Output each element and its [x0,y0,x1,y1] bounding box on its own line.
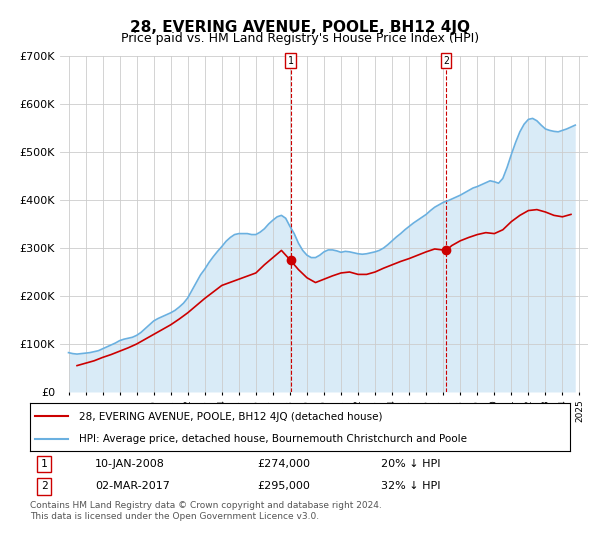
Text: 20% ↓ HPI: 20% ↓ HPI [381,459,440,469]
Text: 1: 1 [287,56,293,66]
Text: 2: 2 [41,482,47,491]
Text: 2: 2 [443,56,449,66]
Text: £274,000: £274,000 [257,459,310,469]
Text: 28, EVERING AVENUE, POOLE, BH12 4JQ (detached house): 28, EVERING AVENUE, POOLE, BH12 4JQ (det… [79,412,382,422]
Text: HPI: Average price, detached house, Bournemouth Christchurch and Poole: HPI: Average price, detached house, Bour… [79,435,467,445]
Text: £295,000: £295,000 [257,482,310,491]
Text: 10-JAN-2008: 10-JAN-2008 [95,459,164,469]
Text: 32% ↓ HPI: 32% ↓ HPI [381,482,440,491]
Text: 28, EVERING AVENUE, POOLE, BH12 4JQ: 28, EVERING AVENUE, POOLE, BH12 4JQ [130,20,470,35]
Text: Price paid vs. HM Land Registry's House Price Index (HPI): Price paid vs. HM Land Registry's House … [121,32,479,45]
Text: 02-MAR-2017: 02-MAR-2017 [95,482,170,491]
Text: 1: 1 [41,459,47,469]
Text: Contains HM Land Registry data © Crown copyright and database right 2024.
This d: Contains HM Land Registry data © Crown c… [30,501,382,521]
